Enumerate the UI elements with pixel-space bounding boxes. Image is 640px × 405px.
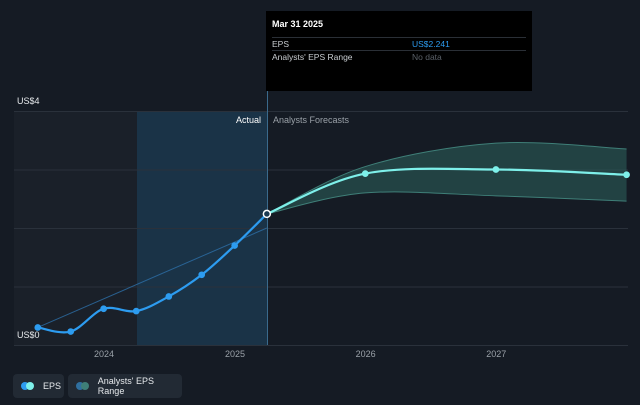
forecast-label: Analysts Forecasts [273, 115, 350, 125]
forecast-range-high-line [266, 142, 627, 215]
x-axis-ticks: 2024 2025 2026 2027 [94, 349, 506, 359]
past-estimate-line [37, 227, 268, 328]
tooltip-row-eps: EPS US$2.241 [272, 37, 526, 50]
eps-legend-icon [21, 382, 37, 390]
range-legend-icon [76, 382, 92, 390]
tooltip-date: Mar 31 2025 [272, 19, 324, 29]
actual-label: Actual [236, 115, 261, 125]
tooltip-row-range: Analysts' EPS Range No data [272, 50, 526, 63]
y-label-min: US$0 [17, 330, 40, 340]
forecast-range-low-line [266, 191, 627, 215]
legend-eps-button[interactable]: EPS [13, 374, 64, 398]
forecast-point [492, 166, 500, 173]
data-points [34, 166, 630, 335]
legend-range-label: Analysts' EPS Range [97, 376, 155, 396]
eps-point [100, 305, 107, 313]
x-tick-label: 2027 [486, 349, 506, 359]
eps-point [231, 242, 238, 249]
eps-point [198, 271, 206, 279]
x-tick-label: 2025 [225, 349, 245, 359]
forecast-point [623, 171, 630, 179]
forecast-range-area [266, 142, 627, 214]
legend-eps-label: EPS [43, 381, 62, 391]
tooltip-eps-value: US$2.241 [412, 39, 450, 49]
tooltip-range-value: No data [412, 52, 442, 62]
legend-range-button[interactable]: Analysts' EPS Range [68, 374, 182, 398]
eps-point [165, 293, 173, 300]
x-tick-label: 2024 [94, 349, 114, 359]
tooltip-eps-label: EPS [272, 39, 290, 49]
forecast-point [361, 170, 369, 177]
eps-highlight-point [262, 209, 272, 219]
forecast-line [266, 167, 627, 215]
eps-point [132, 307, 140, 315]
tooltip: Mar 31 2025 EPS US$2.241 Analysts' EPS R… [266, 11, 532, 91]
tooltip-range-label: Analysts' EPS Range [272, 52, 353, 62]
eps-point [34, 324, 42, 331]
eps-point [67, 328, 75, 335]
y-label-max: US$4 [17, 96, 40, 106]
x-tick-label: 2026 [356, 349, 376, 359]
